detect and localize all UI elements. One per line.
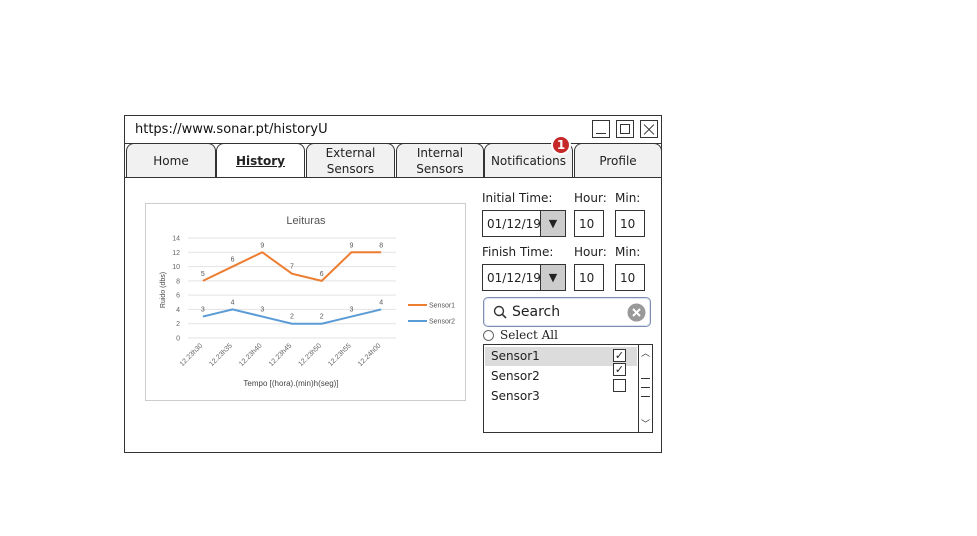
chart-y-label: Ruido (dbs) (160, 272, 167, 308)
series-line-sensor2 (202, 308, 382, 325)
x-tick-label: 12.23h50 (298, 342, 324, 368)
data-label: 8 (379, 242, 383, 249)
scroll-grip (641, 396, 650, 397)
x-tick-label: 12.23h45 (268, 342, 294, 368)
search-icon (493, 305, 507, 319)
x-tick-label: 12.23h55 (327, 342, 353, 368)
initial-hour-input[interactable]: 10 (574, 210, 604, 237)
initial-date-value: 01/12/19 (487, 216, 541, 231)
x-tick-label: 12.23h30 (179, 342, 205, 368)
chart-svg: Leituras Tempo [(hora).(min)h(seg)] Ruid… (160, 215, 455, 388)
sensor-label: Sensor3 (491, 389, 540, 403)
data-label: 4 (379, 299, 383, 306)
tab-profile[interactable]: Profile (574, 143, 662, 177)
scroll-grip (641, 387, 650, 388)
tab-divider (125, 177, 661, 178)
finish-min-input[interactable]: 10 (615, 264, 645, 291)
minimize-icon[interactable] (592, 120, 610, 138)
history-chart: Leituras Tempo [(hora).(min)h(seg)] Ruid… (145, 203, 466, 401)
data-label: 7 (290, 264, 294, 271)
clear-icon[interactable] (627, 303, 646, 322)
sensor-label: Sensor1 (491, 349, 540, 363)
chevron-down-icon[interactable]: ▼ (540, 265, 565, 290)
finish-min-label: Min: (615, 245, 641, 259)
data-label: 2 (320, 314, 324, 321)
select-all-radio[interactable] (483, 330, 494, 341)
search-placeholder: Search (512, 304, 561, 320)
notification-badge: 1 (551, 135, 571, 155)
data-label: 6 (231, 257, 235, 264)
select-all-label: Select All (500, 328, 558, 342)
tab-internal-sensors[interactable]: Internal Sensors (396, 143, 484, 177)
data-label: 3 (201, 307, 205, 314)
finish-date-value: 01/12/19 (487, 270, 541, 285)
scroll-down-icon[interactable]: ﹀ (641, 420, 651, 430)
chevron-down-icon[interactable]: ▼ (540, 211, 565, 236)
y-tick-label: 10 (172, 264, 180, 271)
sensor-label: Sensor2 (491, 369, 540, 383)
scroll-up-icon[interactable]: ︿ (641, 349, 651, 359)
initial-time-label: Initial Time: (482, 191, 553, 205)
legend-label: Sensor1 (429, 303, 455, 310)
search-input[interactable]: Search (483, 297, 651, 327)
y-tick-label: 2 (176, 321, 180, 328)
x-tick-label: 12.24h00 (357, 342, 383, 368)
data-label: 6 (320, 271, 324, 278)
data-label: 9 (260, 242, 264, 249)
data-label: 2 (290, 314, 294, 321)
tab-history[interactable]: History (216, 143, 305, 178)
data-label: 3 (260, 307, 264, 314)
y-tick-label: 12 (172, 250, 180, 257)
y-tick-label: 8 (176, 278, 180, 285)
y-tick-label: 6 (176, 293, 180, 300)
data-label: 4 (231, 299, 235, 306)
sensor-checkbox[interactable]: ✓ (613, 363, 626, 376)
sensor-checkbox[interactable]: ✓ (613, 349, 626, 362)
finish-time-label: Finish Time: (482, 245, 554, 259)
x-tick-label: 12.23h35 (208, 342, 234, 368)
y-tick-label: 0 (176, 336, 180, 343)
sensor-list[interactable]: Sensor1 Sensor2 Sensor3 ✓ ✓ ︿ ﹀ (483, 344, 653, 433)
data-label: 5 (201, 271, 205, 278)
title-bar: https://www.sonar.pt/historyU (125, 116, 661, 144)
finish-date-dropdown[interactable]: 01/12/19 ▼ (482, 264, 566, 291)
finish-hour-label: Hour: (574, 245, 607, 259)
close-icon[interactable] (640, 120, 658, 138)
list-item[interactable]: Sensor1 (485, 347, 637, 366)
data-label: 9 (349, 242, 353, 249)
initial-date-dropdown[interactable]: 01/12/19 ▼ (482, 210, 566, 237)
initial-min-label: Min: (615, 191, 641, 205)
initial-hour-label: Hour: (574, 191, 607, 205)
data-label: 3 (349, 307, 353, 314)
legend-label: Sensor2 (429, 319, 455, 326)
y-tick-label: 14 (172, 236, 180, 243)
series-line-sensor1 (202, 251, 382, 282)
chart-title: Leituras (286, 215, 326, 227)
list-item[interactable]: Sensor3 (485, 387, 637, 406)
browser-window: https://www.sonar.pt/historyU Home Histo… (124, 115, 662, 453)
sensor-checkbox[interactable] (613, 379, 626, 392)
list-item[interactable]: Sensor2 (485, 367, 637, 386)
y-tick-label: 4 (176, 307, 180, 314)
chart-x-label: Tempo [(hora).(min)h(seg)] (243, 379, 338, 388)
maximize-icon[interactable] (616, 120, 634, 138)
list-scrollbar[interactable]: ︿ ﹀ (638, 345, 653, 432)
url-text: https://www.sonar.pt/historyU (135, 122, 328, 137)
tab-home[interactable]: Home (126, 143, 216, 177)
scroll-grip (641, 378, 650, 379)
x-tick-label: 12.23h40 (238, 342, 264, 368)
finish-hour-input[interactable]: 10 (574, 264, 604, 291)
initial-min-input[interactable]: 10 (615, 210, 645, 237)
tab-external-sensors[interactable]: External Sensors (306, 143, 395, 177)
